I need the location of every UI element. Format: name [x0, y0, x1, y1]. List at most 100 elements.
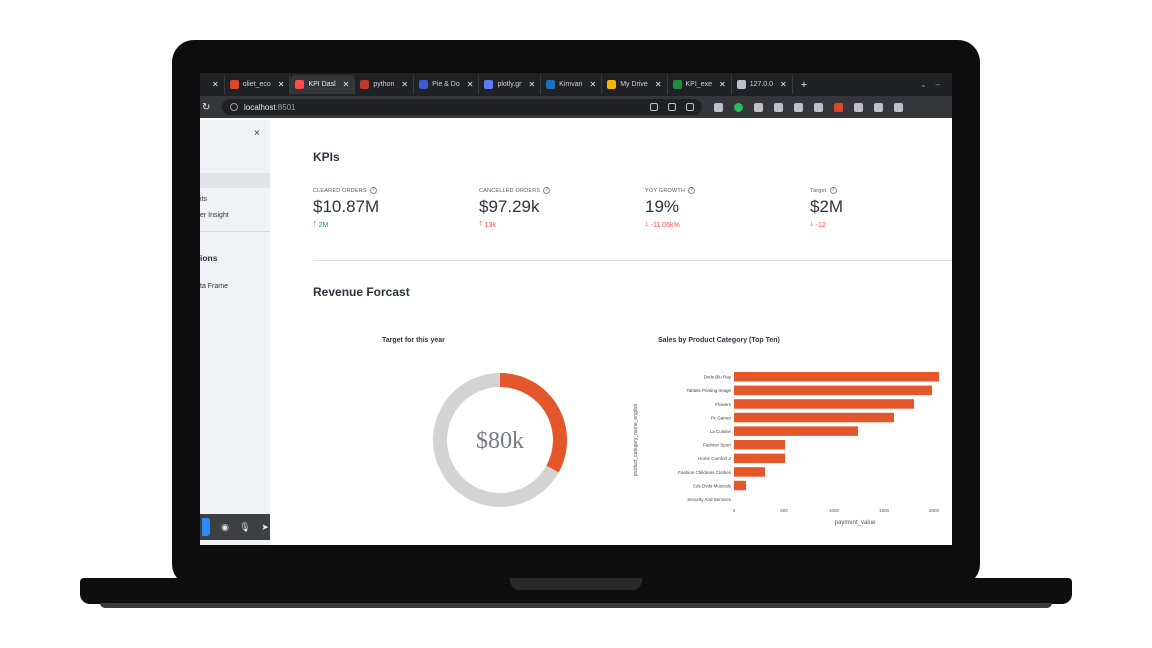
bar[interactable]	[734, 467, 765, 477]
x-tick-label: 2000	[929, 508, 940, 513]
metric-cleared-orders: CLEARED ORDERS? $10.87M 🡑 2M	[313, 187, 463, 231]
tab-close-icon[interactable]: ✕	[780, 80, 787, 89]
donut-center-label: $80k	[476, 428, 524, 454]
x-axis-label: payment_value	[835, 520, 876, 526]
tab-label: My Drive	[620, 81, 648, 88]
donut-chart-title: Target for this year	[382, 337, 445, 344]
arrow-down-icon: 🡓	[810, 221, 814, 228]
extension-record-icon[interactable]	[834, 102, 843, 112]
bar[interactable]	[734, 453, 785, 464]
tab-close-icon[interactable]: ✕	[401, 80, 409, 89]
help-icon[interactable]: ?	[543, 187, 551, 194]
sales-by-category-bar-chart: product_category_name_english payment_va…	[633, 372, 940, 526]
extension-pen-icon[interactable]	[714, 102, 723, 112]
extension-tool-icon[interactable]	[794, 102, 803, 112]
browser-tab[interactable]: KPI Dasl ✕	[290, 75, 356, 94]
side-panel-icon[interactable]	[894, 102, 903, 112]
bookmark-star-icon[interactable]	[686, 103, 694, 111]
metric-delta: 🡑 2M	[313, 221, 329, 229]
browser-tab[interactable]: Pie & Do ✕	[414, 75, 480, 94]
tab-favicon-icon	[736, 80, 746, 89]
metric-label: CLEARED ORDERS	[313, 187, 367, 194]
bar[interactable]	[734, 480, 746, 491]
metric-delta: 🡓 -11.06k%	[645, 221, 680, 229]
extension-block-icon[interactable]	[814, 102, 823, 112]
category-tick-label: Fashion Childrens Clothes	[678, 470, 732, 475]
sidebar-item-insight[interactable]: er Insight	[200, 212, 229, 219]
category-tick-label: Dvds Blu Ray	[704, 375, 732, 380]
browser-tab[interactable]: ✕	[200, 75, 225, 94]
sidebar-selected-item[interactable]	[200, 173, 270, 188]
x-tick-label: 500	[780, 508, 788, 513]
zoom-icon[interactable]	[650, 103, 658, 111]
category-tick-label: La Cuisine	[710, 429, 732, 434]
metric-delta: 🡓 -12	[810, 221, 826, 229]
extension-square-icon[interactable]	[774, 102, 783, 112]
bar[interactable]	[734, 440, 785, 450]
bar[interactable]	[734, 372, 939, 382]
tab-favicon-icon	[484, 80, 494, 89]
donut-fill	[433, 373, 567, 507]
tab-favicon-icon	[295, 80, 305, 89]
tab-label: KPI Dasl	[308, 81, 336, 88]
metric-target: Target? $2M 🡓 -12	[810, 187, 952, 231]
category-tick-label: Security And Services	[687, 497, 732, 502]
tab-close-icon[interactable]: ✕	[528, 80, 536, 89]
tab-favicon-icon	[546, 80, 556, 89]
metric-delta: 🡑 13k	[479, 221, 496, 229]
tab-favicon-icon	[360, 80, 370, 89]
browser-tab[interactable]: KPI_exe ✕	[668, 75, 732, 94]
help-icon[interactable]: ?	[688, 187, 696, 194]
screen: ✕ oliet_eco ✕ KPI Dasl ✕ python ✕ Pie & Do ✕ plot…	[200, 73, 952, 545]
sidebar-item-data-frame[interactable]: ta Frame	[200, 283, 229, 290]
browser-tab[interactable]: oliet_eco ✕	[225, 75, 291, 94]
browser-tab[interactable]: Kimvan ✕	[541, 75, 603, 94]
bar[interactable]	[734, 426, 858, 436]
bar[interactable]	[734, 399, 914, 409]
tab-close-icon[interactable]: ✕	[342, 80, 350, 89]
browser-address-bar: ↻ localhost:8501	[200, 96, 952, 118]
tab-close-icon[interactable]: ✕	[718, 80, 726, 89]
tab-search-chevron-icon[interactable]: ⌄ –	[919, 80, 940, 89]
tab-label: plotly.gr	[497, 81, 522, 88]
metric-label: CANCELLED ORDERS	[479, 187, 541, 194]
metric-value: $10.87M	[313, 197, 380, 216]
browser-tab[interactable]: My Drive ✕	[602, 75, 668, 94]
close-sidebar-icon[interactable]: ×	[254, 128, 260, 139]
tab-close-icon[interactable]: ✕	[212, 80, 219, 89]
new-tab-button[interactable]: +	[800, 78, 808, 91]
recorder-active-button[interactable]	[202, 518, 210, 536]
browser-tab[interactable]: python ✕	[355, 75, 415, 94]
share-icon[interactable]	[668, 103, 676, 111]
tab-label: Pie & Do	[432, 81, 460, 88]
tab-close-icon[interactable]: ✕	[589, 80, 597, 89]
extension-shield-icon[interactable]	[854, 102, 863, 112]
webcam-icon[interactable]: ◉	[221, 521, 229, 532]
reload-icon[interactable]: ↻	[202, 101, 211, 113]
cursor-icon[interactable]: ➤	[261, 521, 269, 532]
browser-tab[interactable]: plotly.gr ✕	[479, 75, 542, 94]
tab-close-icon[interactable]: ✕	[466, 80, 474, 89]
tab-favicon-icon	[607, 80, 617, 89]
tab-favicon-icon	[229, 80, 239, 89]
tab-close-icon[interactable]: ✕	[654, 80, 662, 89]
metric-value: $97.29k	[479, 197, 540, 216]
extensions-puzzle-icon[interactable]	[874, 102, 883, 112]
bar[interactable]	[734, 412, 894, 423]
sidebar-item-kpis[interactable]: its	[200, 196, 207, 203]
kpis-heading: KPIs	[313, 150, 340, 164]
browser-tab[interactable]: 127.0.0 ✕	[732, 75, 793, 94]
site-info-icon[interactable]	[230, 103, 238, 111]
omnibox[interactable]: localhost:8501	[222, 99, 702, 115]
url-text[interactable]: localhost:8501	[244, 102, 296, 112]
extension-green-icon[interactable]	[734, 102, 743, 112]
metric-value: $2M	[810, 197, 844, 216]
help-icon[interactable]: ?	[369, 187, 377, 194]
tab-close-icon[interactable]: ✕	[277, 80, 285, 89]
extension-m-icon[interactable]	[754, 102, 763, 112]
sidebar-heading-options: ions	[200, 253, 218, 263]
bar[interactable]	[734, 385, 932, 396]
help-icon[interactable]: ?	[829, 187, 837, 194]
microphone-icon[interactable]: 🎙	[239, 521, 251, 532]
